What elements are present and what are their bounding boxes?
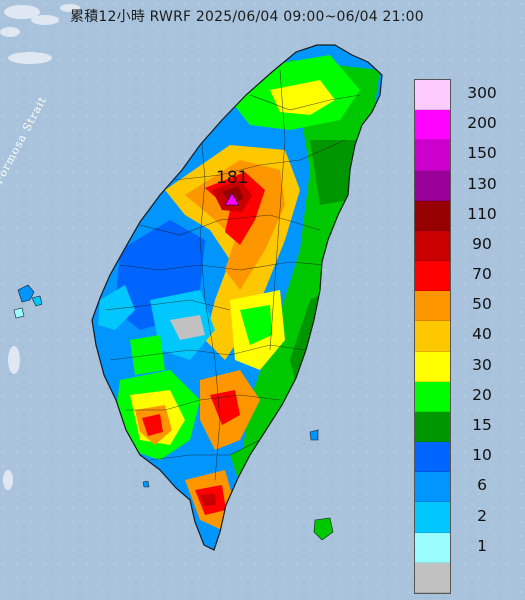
- legend-label: 20: [472, 385, 492, 404]
- legend-label: 90: [472, 234, 492, 253]
- legend-label: 110: [467, 204, 497, 223]
- legend-swatch: [415, 230, 450, 262]
- legend-swatch: [415, 532, 450, 563]
- liuqiu-island: [142, 480, 150, 488]
- legend-swatch: [415, 321, 450, 352]
- peak-marker: [224, 192, 240, 206]
- legend-label: 70: [472, 265, 492, 284]
- legend-label: 10: [472, 446, 492, 465]
- green-island: [309, 429, 319, 441]
- penghu-islands: [13, 284, 43, 319]
- legend-label: 50: [472, 295, 492, 314]
- peak-value-label: 181: [216, 168, 249, 188]
- legend-label: 30: [472, 355, 492, 374]
- map-title: 累積12小時 RWRF 2025/06/04 09:00~06/04 21:00: [70, 9, 424, 25]
- legend-swatch: [415, 110, 450, 141]
- legend-label: 40: [472, 325, 492, 344]
- legend-color-bar: [414, 79, 451, 594]
- legend-swatch: [415, 200, 450, 231]
- legend-swatch: [415, 140, 450, 171]
- legend-swatch: [415, 291, 450, 322]
- cloud-speckle: [0, 4, 80, 490]
- legend-label: 6: [477, 476, 487, 495]
- legend-swatch: [415, 80, 450, 111]
- legend-swatch: [415, 562, 450, 593]
- legend-label: 150: [467, 144, 497, 163]
- orchid-island: [313, 517, 334, 541]
- legend-swatch: [415, 381, 450, 412]
- legend-swatch: [415, 472, 450, 503]
- legend-label: 200: [467, 114, 497, 133]
- legend-label: 300: [467, 84, 497, 102]
- taiwan-outline: [91, 44, 383, 551]
- legend-swatch: [415, 170, 450, 201]
- legend-swatch: [415, 351, 450, 382]
- legend-label: 2: [477, 506, 487, 525]
- county-boundaries: [104, 69, 361, 481]
- legend-swatch: [415, 411, 450, 443]
- legend-label: 130: [467, 174, 497, 193]
- legend-label: 1: [477, 536, 487, 555]
- legend-swatch: [415, 261, 450, 292]
- legend-swatch: [415, 442, 450, 473]
- legend-swatch: [415, 502, 450, 533]
- legend-label: 15: [472, 415, 492, 434]
